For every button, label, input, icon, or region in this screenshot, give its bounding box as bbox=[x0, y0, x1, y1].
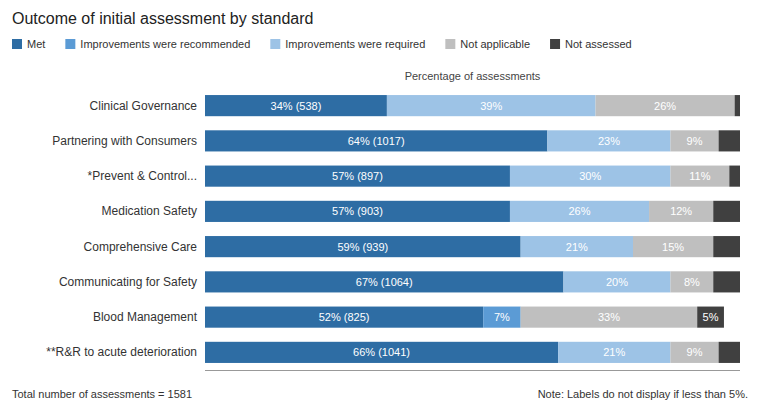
legend-swatch bbox=[445, 39, 455, 49]
x-axis-label: Percentage of assessments bbox=[405, 70, 541, 82]
bar bbox=[387, 95, 596, 116]
data-label: 33% bbox=[598, 311, 620, 323]
bar bbox=[719, 130, 740, 151]
bar bbox=[729, 166, 740, 187]
y-tick-label: *Prevent & Control... bbox=[88, 169, 197, 183]
bar bbox=[521, 236, 633, 257]
bars bbox=[205, 95, 740, 363]
chart: Outcome of initial assessment by standar… bbox=[0, 0, 760, 409]
data-label: 21% bbox=[603, 346, 625, 358]
bar bbox=[483, 307, 520, 328]
legend-swatch bbox=[270, 39, 280, 49]
bar bbox=[205, 236, 521, 257]
data-label: 21% bbox=[566, 241, 588, 253]
data-label: 23% bbox=[598, 135, 620, 147]
y-tick-label: **R&R to acute deterioration bbox=[46, 345, 197, 359]
bar bbox=[205, 95, 387, 116]
data-label: 66% (1041) bbox=[353, 346, 410, 358]
data-label: 30% bbox=[579, 170, 601, 182]
data-label: 12% bbox=[670, 205, 692, 217]
data-label: 67% (1064) bbox=[356, 276, 413, 288]
annotation: Note: Labels do not display if less than… bbox=[538, 388, 748, 400]
data-label: 26% bbox=[654, 100, 676, 112]
annotation: Total number of assessments = 1581 bbox=[12, 388, 192, 400]
legend-label: Not assessed bbox=[565, 38, 632, 50]
data-label: 57% (897) bbox=[332, 170, 383, 182]
bar bbox=[521, 307, 698, 328]
bar bbox=[596, 95, 735, 116]
data-labels: 34% (538) 64% (1017) 57% (897) 57% (903) 59%… bbox=[271, 100, 719, 359]
legend-label: Met bbox=[27, 38, 45, 50]
bar bbox=[510, 166, 671, 187]
data-label: 9% bbox=[687, 135, 703, 147]
bar bbox=[649, 201, 713, 222]
data-label: 11% bbox=[689, 170, 710, 182]
bar bbox=[697, 307, 724, 328]
bar bbox=[670, 342, 718, 363]
data-label: 8% bbox=[684, 276, 700, 288]
data-label: 9% bbox=[687, 346, 703, 358]
legend-label: Not applicable bbox=[460, 38, 530, 50]
data-label: 52% (825) bbox=[319, 311, 370, 323]
y-tick-label: Clinical Governance bbox=[90, 99, 198, 113]
bar bbox=[713, 271, 740, 292]
data-label: 15% bbox=[662, 241, 684, 253]
bar bbox=[719, 342, 740, 363]
bar bbox=[205, 307, 483, 328]
data-label: 64% (1017) bbox=[348, 135, 405, 147]
y-tick-label: Medication Safety bbox=[102, 204, 197, 218]
y-tick-label: Blood Management bbox=[93, 310, 198, 324]
y-tick-label: Partnering with Consumers bbox=[52, 134, 197, 148]
bar bbox=[205, 342, 558, 363]
bar bbox=[633, 236, 713, 257]
y-tick-label: Communicating for Safety bbox=[59, 275, 197, 289]
bar bbox=[205, 271, 563, 292]
bar bbox=[735, 95, 740, 116]
x-axis-line bbox=[205, 370, 740, 371]
bar bbox=[205, 166, 510, 187]
data-label: 20% bbox=[606, 276, 628, 288]
bar bbox=[670, 271, 713, 292]
legend: Met Improvements were recommended Improvem… bbox=[12, 38, 632, 50]
bar bbox=[510, 201, 649, 222]
data-label: 7% bbox=[494, 311, 510, 323]
legend-swatch bbox=[550, 39, 560, 49]
bar bbox=[558, 342, 670, 363]
bar bbox=[563, 271, 670, 292]
data-label: 34% (538) bbox=[271, 100, 322, 112]
bar bbox=[205, 130, 547, 151]
data-label: 39% bbox=[480, 100, 502, 112]
title: Outcome of initial assessment by standar… bbox=[12, 10, 313, 27]
bar bbox=[670, 166, 729, 187]
bar bbox=[205, 201, 510, 222]
y-tick-label: Comprehensive Care bbox=[84, 240, 198, 254]
bar bbox=[713, 236, 740, 257]
bar bbox=[670, 130, 718, 151]
data-label: 57% (903) bbox=[332, 205, 383, 217]
bar bbox=[713, 201, 740, 222]
data-label: 26% bbox=[568, 205, 590, 217]
legend-label: Improvements were required bbox=[285, 38, 425, 50]
data-label: 5% bbox=[703, 311, 719, 323]
legend-swatch bbox=[65, 39, 75, 49]
bar bbox=[547, 130, 670, 151]
data-label: 59% (939) bbox=[337, 241, 388, 253]
legend-label: Improvements were recommended bbox=[80, 38, 250, 50]
legend-swatch bbox=[12, 39, 22, 49]
